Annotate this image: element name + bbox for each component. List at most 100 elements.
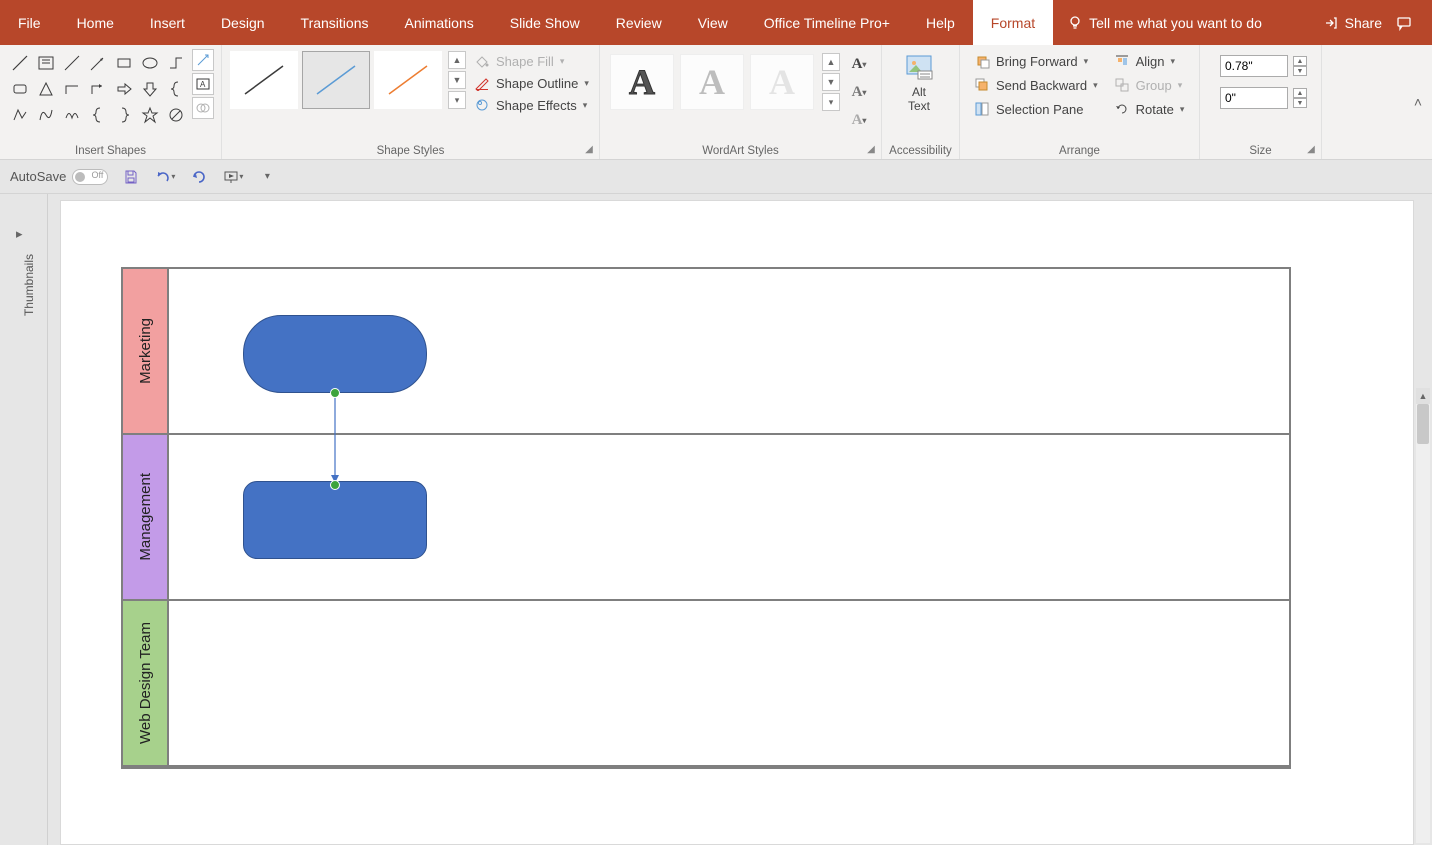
shape-line-icon[interactable] xyxy=(8,51,32,75)
shape-freeform-icon[interactable] xyxy=(8,103,32,127)
expand-thumbnails-icon[interactable]: ▸ xyxy=(16,226,23,242)
tell-me-search[interactable]: Tell me what you want to do xyxy=(1053,0,1276,45)
tab-animations[interactable]: Animations xyxy=(386,0,491,45)
swimlane-body-0[interactable] xyxy=(169,269,1289,433)
bring-forward-button[interactable]: Bring Forward▾ xyxy=(974,53,1098,69)
shape-brace-icon[interactable] xyxy=(164,77,188,101)
shape-oval-icon[interactable] xyxy=(138,51,162,75)
width-spinner[interactable]: ▲▼ xyxy=(1294,88,1307,108)
shape-line2-icon[interactable] xyxy=(60,51,84,75)
height-input[interactable] xyxy=(1220,55,1288,77)
gallery-more-icon[interactable]: ▾ xyxy=(822,93,840,111)
shape-styles-launcher[interactable]: ◢ xyxy=(583,143,595,155)
share-button[interactable]: Share xyxy=(1323,15,1382,31)
flowchart-shape-top[interactable] xyxy=(243,315,427,393)
tab-design[interactable]: Design xyxy=(203,0,283,45)
textbox-insert-icon[interactable]: A xyxy=(192,73,214,95)
gallery-down-icon[interactable]: ▼ xyxy=(822,73,840,91)
scroll-up-icon[interactable]: ▲ xyxy=(1416,388,1430,404)
connector-handle-end[interactable] xyxy=(330,480,340,490)
swimlane-header-2[interactable]: Web Design Team xyxy=(123,601,169,765)
wordart-launcher[interactable]: ◢ xyxy=(865,143,877,155)
shape-elbow-icon[interactable] xyxy=(60,77,84,101)
gallery-up-icon[interactable]: ▲ xyxy=(448,51,466,69)
shapes-gallery[interactable] xyxy=(6,49,190,129)
shape-scribble-icon[interactable] xyxy=(60,103,84,127)
text-fill-icon[interactable]: A▾ xyxy=(848,53,870,75)
swimlane-body-1[interactable] xyxy=(169,435,1289,599)
shape-triangle-icon[interactable] xyxy=(34,77,58,101)
tab-format[interactable]: Format xyxy=(973,0,1053,45)
vertical-scrollbar[interactable]: ▲ xyxy=(1416,388,1430,843)
wordart-thumb-3[interactable]: A xyxy=(750,54,814,110)
shape-star-icon[interactable] xyxy=(138,103,162,127)
size-launcher[interactable]: ◢ xyxy=(1305,143,1317,155)
wordart-thumb-2[interactable]: A xyxy=(680,54,744,110)
selection-pane-button[interactable]: Selection Pane xyxy=(974,101,1098,117)
shape-downarrow-icon[interactable] xyxy=(138,77,162,101)
wordart-thumb-1[interactable]: A xyxy=(610,54,674,110)
send-backward-button[interactable]: Send Backward▾ xyxy=(974,77,1098,93)
alt-text-button[interactable]: Alt Text xyxy=(888,49,950,113)
save-button[interactable] xyxy=(120,166,142,188)
slide-canvas[interactable]: Marketing Management Web Design Team xyxy=(60,200,1414,845)
scroll-thumb[interactable] xyxy=(1417,404,1429,444)
swimlane-row-1[interactable]: Management xyxy=(123,435,1289,601)
tab-view[interactable]: View xyxy=(680,0,746,45)
swimlane-header-1[interactable]: Management xyxy=(123,435,169,599)
style-thumb-1[interactable] xyxy=(230,51,298,109)
shape-styles-gallery[interactable]: ▲ ▼ ▾ xyxy=(228,49,468,111)
swimlane-header-0[interactable]: Marketing xyxy=(123,269,169,433)
gallery-up-icon[interactable]: ▲ xyxy=(822,53,840,71)
shape-connector-icon[interactable] xyxy=(164,51,188,75)
width-input[interactable] xyxy=(1220,87,1288,109)
swimlane-table[interactable]: Marketing Management Web Design Team xyxy=(121,267,1291,769)
group-button[interactable]: Group▾ xyxy=(1114,77,1185,93)
autosave-toggle[interactable]: AutoSave Off xyxy=(10,169,108,185)
shape-lbrace-icon[interactable] xyxy=(86,103,110,127)
undo-button[interactable]: ▾ xyxy=(154,166,176,188)
shape-rbrace-icon[interactable] xyxy=(112,103,136,127)
connector-handle-start[interactable] xyxy=(330,388,340,398)
shape-textbox-icon[interactable] xyxy=(34,51,58,75)
tab-help[interactable]: Help xyxy=(908,0,973,45)
style-thumb-3[interactable] xyxy=(374,51,442,109)
shape-noentry-icon[interactable] xyxy=(164,103,188,127)
tab-slideshow[interactable]: Slide Show xyxy=(492,0,598,45)
shape-effects-button[interactable]: Shape Effects▾ xyxy=(474,97,589,113)
tab-office-timeline[interactable]: Office Timeline Pro+ xyxy=(746,0,908,45)
merge-shapes-icon[interactable] xyxy=(192,97,214,119)
wordart-gallery[interactable]: A A A ▲ ▼ ▾ xyxy=(606,49,844,115)
tab-transitions[interactable]: Transitions xyxy=(283,0,387,45)
shape-arrowblock-icon[interactable] xyxy=(112,77,136,101)
tab-insert[interactable]: Insert xyxy=(132,0,203,45)
edit-shape-icon[interactable] xyxy=(192,49,214,71)
start-from-beginning-button[interactable]: ▾ xyxy=(222,166,244,188)
shape-rect-icon[interactable] xyxy=(112,51,136,75)
shape-outline-button[interactable]: Shape Outline▾ xyxy=(474,75,589,91)
qat-customize-icon[interactable]: ▾ xyxy=(256,166,278,188)
tab-review[interactable]: Review xyxy=(598,0,680,45)
shape-roundrect-icon[interactable] xyxy=(8,77,32,101)
flowchart-shape-bottom[interactable] xyxy=(243,481,427,559)
gallery-more-icon[interactable]: ▾ xyxy=(448,91,466,109)
shape-arrow-line-icon[interactable] xyxy=(86,51,110,75)
height-spinner[interactable]: ▲▼ xyxy=(1294,56,1307,76)
shape-fill-button[interactable]: Shape Fill▾ xyxy=(474,53,589,69)
shape-curve-icon[interactable] xyxy=(34,103,58,127)
align-button[interactable]: Align▾ xyxy=(1114,53,1185,69)
style-thumb-2[interactable] xyxy=(302,51,370,109)
rotate-button[interactable]: Rotate▾ xyxy=(1114,101,1185,117)
swimlane-row-2[interactable]: Web Design Team xyxy=(123,601,1289,767)
swimlane-body-2[interactable] xyxy=(169,601,1289,765)
swimlane-row-0[interactable]: Marketing xyxy=(123,269,1289,435)
tab-home[interactable]: Home xyxy=(59,0,132,45)
text-effects-icon[interactable]: A▾ xyxy=(848,109,870,131)
redo-button[interactable] xyxy=(188,166,210,188)
tab-file[interactable]: File xyxy=(0,0,59,45)
gallery-down-icon[interactable]: ▼ xyxy=(448,71,466,89)
text-outline-icon[interactable]: A▾ xyxy=(848,81,870,103)
collapse-ribbon-icon[interactable]: ˄ xyxy=(1414,94,1422,110)
comments-icon[interactable] xyxy=(1396,15,1412,31)
thumbnails-rail[interactable]: ▸ Thumbnails xyxy=(0,194,48,845)
